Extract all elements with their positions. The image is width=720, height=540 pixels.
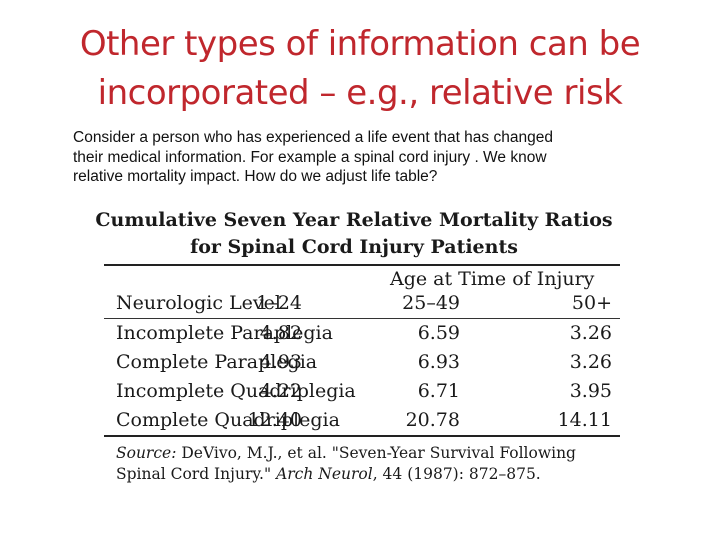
cell-value: 4.82 bbox=[259, 322, 302, 344]
source-title-end: Spinal Cord Injury." bbox=[116, 465, 272, 483]
source-journal: Arch Neurol bbox=[276, 465, 373, 483]
source-authors: DeVivo, M.J., et al. "Seven-Year Surviva… bbox=[181, 444, 576, 462]
source-line-2: Spinal Cord Injury." Arch Neurol, 44 (19… bbox=[116, 464, 624, 485]
cell-value: 14.11 bbox=[557, 409, 612, 431]
table-bottom-rule bbox=[104, 435, 620, 437]
cell-value: 3.26 bbox=[569, 351, 612, 373]
row-label: Complete Quadriplegia bbox=[116, 409, 340, 431]
table-row: Incomplete Paraplegia 4.82 6.59 3.26 bbox=[104, 319, 624, 348]
cell-value: 3.26 bbox=[569, 322, 612, 344]
table-title-line-1: Cumulative Seven Year Relative Mortality… bbox=[95, 209, 613, 231]
column-header-neurologic-level: Neurologic Level bbox=[116, 292, 281, 314]
cell-value: 3.95 bbox=[569, 380, 612, 402]
table-top-rule bbox=[104, 264, 620, 266]
slide-title-line-1: Other types of information can be bbox=[79, 24, 641, 64]
age-header: Age at Time of Injury bbox=[104, 266, 624, 292]
cell-value: 6.59 bbox=[417, 322, 460, 344]
table-source-note: Source: DeVivo, M.J., et al. "Seven-Year… bbox=[104, 443, 624, 485]
table-title: Cumulative Seven Year Relative Mortality… bbox=[84, 207, 624, 261]
slide-title-line-2: incorporated – e.g., relative risk bbox=[97, 73, 623, 113]
body-line-1: Consider a person who has experienced a … bbox=[73, 129, 553, 146]
body-line-3: relative mortality impact. How do we adj… bbox=[73, 168, 438, 185]
body-line-2: their medical information. For example a… bbox=[73, 148, 547, 166]
row-label: Complete Paraplegia bbox=[116, 351, 318, 373]
source-line-1: Source: DeVivo, M.J., et al. "Seven-Year… bbox=[116, 443, 624, 464]
cell-value: 20.78 bbox=[405, 409, 460, 431]
cell-value: 12.40 bbox=[247, 409, 302, 431]
table-title-line-2: for Spinal Cord Injury Patients bbox=[190, 236, 518, 258]
source-label: Source: bbox=[116, 444, 177, 462]
row-label: Incomplete Quadriplegia bbox=[116, 380, 356, 402]
table-row: Complete Paraplegia 4.93 6.93 3.26 bbox=[104, 348, 624, 377]
mortality-table: Cumulative Seven Year Relative Mortality… bbox=[95, 207, 624, 485]
row-label: Incomplete Paraplegia bbox=[116, 322, 333, 344]
table-row: Incomplete Quadriplegia 4.22 6.71 3.95 bbox=[104, 377, 624, 406]
column-header-age-25-49: 25–49 bbox=[402, 292, 460, 314]
age-header-label: Age at Time of Injury bbox=[390, 268, 595, 290]
cell-value: 6.71 bbox=[417, 380, 460, 402]
table-header-rule bbox=[104, 318, 620, 319]
source-details: , 44 (1987): 872–875. bbox=[372, 465, 541, 483]
table-row: Complete Quadriplegia 12.40 20.78 14.11 bbox=[104, 406, 624, 435]
slide-title: Other types of information can be incorp… bbox=[40, 20, 680, 118]
slide-body-text: Consider a person who has experienced a … bbox=[73, 128, 673, 187]
cell-value: 4.93 bbox=[259, 351, 302, 373]
cell-value: 4.22 bbox=[259, 380, 302, 402]
cell-value: 6.93 bbox=[417, 351, 460, 373]
column-header-age-1-24: 1–24 bbox=[256, 292, 302, 314]
table-header-row: Neurologic Level 1–24 25–49 50+ bbox=[104, 292, 624, 318]
column-header-age-50-plus: 50+ bbox=[571, 292, 612, 314]
